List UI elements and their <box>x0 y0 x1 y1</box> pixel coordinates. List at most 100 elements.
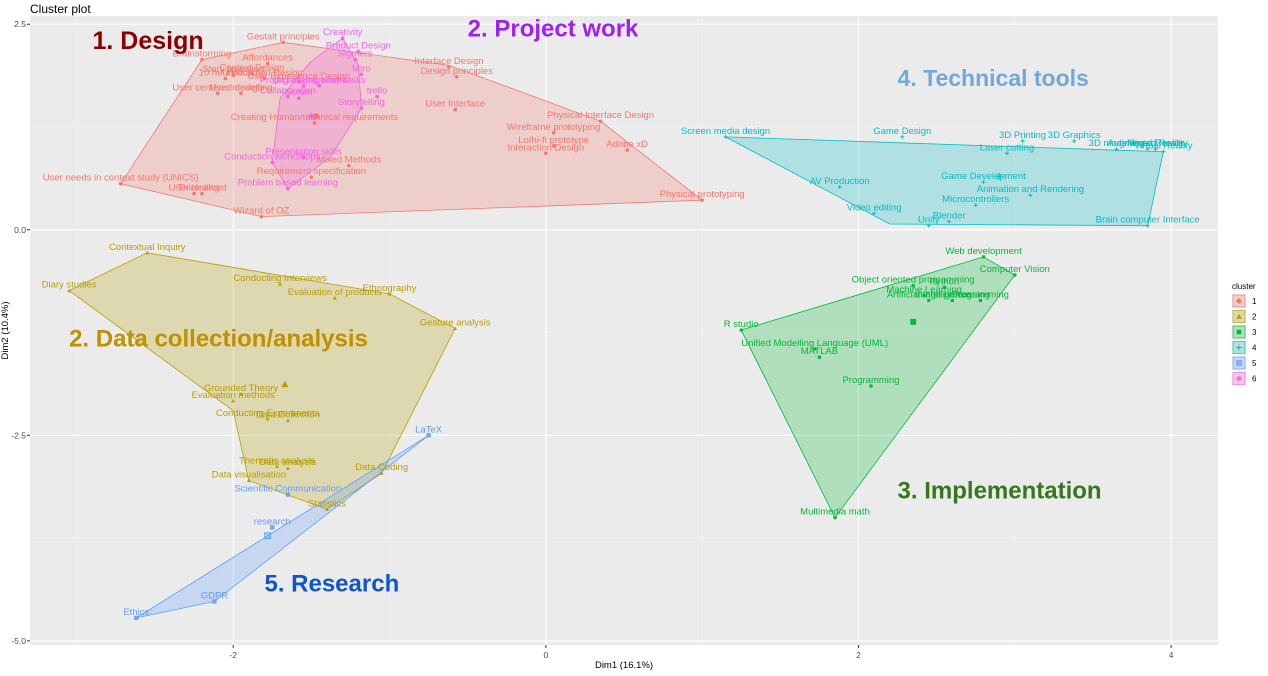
point-label: Game Development <box>941 171 1026 182</box>
point-label: Grounded Theory <box>204 383 279 394</box>
cluster-5-centroid <box>264 532 271 540</box>
cluster-2-point <box>332 296 337 300</box>
plot-panel <box>30 16 1218 645</box>
cluster-4-centroid <box>995 172 1003 180</box>
point-label: Object oriented programming <box>852 275 975 286</box>
cluster-5-point <box>426 433 431 438</box>
point-label: Physical Interface Design <box>547 110 654 121</box>
legend-entry: 2 <box>1252 313 1257 322</box>
cluster-1-point <box>262 76 267 81</box>
point-label: Gestalt principles <box>247 31 320 42</box>
cluster-3-point <box>739 328 743 332</box>
point-label: Game Design <box>873 126 931 137</box>
legend-marker <box>1236 360 1242 366</box>
point-label: Statistics <box>308 498 346 509</box>
group-label: 2. Data collection/analysis <box>69 326 368 353</box>
group-label: 2. Project work <box>468 16 639 43</box>
cluster-2-point <box>246 478 251 483</box>
cluster-1-point <box>259 214 264 219</box>
cluster-1-point <box>625 148 629 152</box>
legend-entry: 4 <box>1252 344 1257 353</box>
plot-title: Cluster plot <box>30 2 91 16</box>
y-tick-label: -2.5 <box>11 430 26 440</box>
point-label: 3D Graphics <box>1048 130 1101 141</box>
point-label: Physical prototyping <box>660 189 745 200</box>
cluster-3-point <box>813 347 817 351</box>
cluster-4-point <box>872 211 877 216</box>
legend-marker <box>1236 375 1242 382</box>
cluster-3-point <box>950 298 954 303</box>
point-label: Diary studies <box>42 280 97 291</box>
cluster-1-point <box>239 91 243 96</box>
cluster-6-point <box>359 106 364 111</box>
point-label: Conducting Experiments <box>216 408 320 419</box>
cluster-2-point <box>265 416 270 421</box>
point-label: Gesture analysis <box>420 317 491 328</box>
cluster-1-hull <box>120 41 704 218</box>
cluster-1-point <box>250 71 254 76</box>
cluster-4-point <box>973 203 978 208</box>
cluster-4-point <box>1153 147 1158 152</box>
cluster-4-point <box>723 134 728 139</box>
cluster-6-point <box>353 57 358 62</box>
point-label: Lo/hi-fi prototype <box>518 135 589 146</box>
point-label: Storytelling <box>338 97 385 108</box>
cluster-1-point <box>281 40 286 45</box>
point-label: Wizard of OZ <box>233 206 289 217</box>
point-label: MATLAB <box>801 346 838 357</box>
point-label: Laser cutting <box>980 142 1034 153</box>
cluster-1-point <box>200 191 204 196</box>
legend: cluster 1 2 3 4 5 6 <box>1232 282 1257 386</box>
cluster-1-point <box>544 151 548 156</box>
cluster-6-point <box>359 72 364 77</box>
cluster-4-point <box>1072 138 1077 143</box>
cluster-2-point <box>285 466 290 470</box>
x-tick-label: 2 <box>856 650 861 660</box>
cluster-1-point <box>551 144 556 148</box>
point-label: Unified Modelling Language (UML) <box>741 338 888 349</box>
point-label: User needs in context study (UNICS) <box>43 173 199 184</box>
cluster-1-point <box>551 130 556 135</box>
group-label: 5. Research <box>264 571 399 598</box>
point-label: Brain computer Interface <box>1096 215 1200 226</box>
cluster-1-point <box>598 119 603 124</box>
cluster-2-point <box>379 471 384 475</box>
cluster-3-centroid <box>910 318 917 325</box>
point-label: Multimedia math <box>800 507 870 518</box>
point-label: Computer Vision <box>980 264 1050 275</box>
point-label: Data Coding <box>355 462 408 473</box>
cluster-1-point <box>223 76 228 81</box>
cluster-6-point <box>301 83 306 88</box>
x-tick-label: -2 <box>229 650 237 660</box>
point-label: Unity <box>918 215 940 226</box>
cluster-5-point <box>212 599 217 604</box>
cluster-4-point <box>900 134 905 139</box>
point-label: Design principles <box>421 66 494 77</box>
point-label: Blender <box>933 211 966 222</box>
cluster-4-point <box>947 219 952 224</box>
point-label: Conducting Interviews <box>233 273 327 284</box>
group-label: 4. Technical tools <box>898 65 1089 91</box>
cluster-6-point <box>375 94 380 99</box>
point-label: Wireframe prototyping <box>507 122 600 133</box>
cluster-1-point <box>192 191 196 196</box>
cluster-6-point <box>296 96 301 101</box>
cluster-4-point <box>926 223 931 228</box>
cluster-1-point <box>297 79 301 84</box>
point-label: Story boarding <box>202 64 264 75</box>
point-label: Evaluation of products <box>288 287 382 298</box>
point-label: Microcontrollers <box>942 194 1009 205</box>
cluster-1-point <box>347 163 351 168</box>
cluster-5-point <box>270 525 275 530</box>
point-label: Think aloud <box>177 183 226 194</box>
cluster-2-point <box>387 291 392 296</box>
cluster-6-point <box>285 186 290 191</box>
cluster-2-point <box>231 398 236 403</box>
cluster-1-point <box>447 65 451 69</box>
cluster-2-point <box>453 326 458 331</box>
cluster-5-point <box>285 492 291 497</box>
cluster-4-point <box>1114 147 1119 152</box>
point-label: Context Design <box>219 63 284 74</box>
cluster-1-point <box>454 75 459 79</box>
